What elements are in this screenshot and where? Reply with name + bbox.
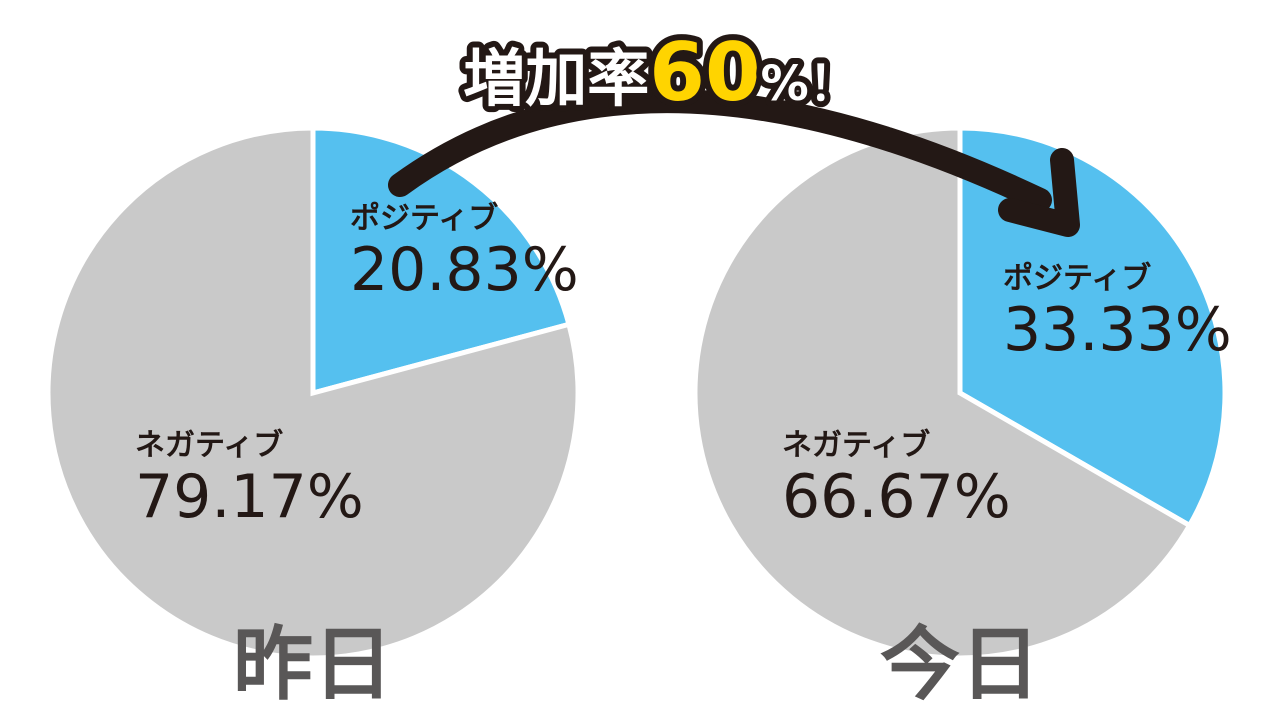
value-label: 33.33% [1003,295,1232,365]
chart-title: 今日 [880,618,1040,711]
annotation: 増加率60%！ [463,26,856,119]
annotation-number: 60 [649,26,760,119]
slice-label: ネガティブ [135,428,283,463]
arrow [388,89,1052,212]
annotation-text: 増加率 [463,42,649,115]
pie-slice [310,125,573,397]
value-label: 66.67% [782,462,1011,532]
slice-label: ネガティブ [782,428,930,463]
pie-slice [692,125,1193,661]
pie-slice [957,125,1228,529]
slice-label: ポジティブ [350,201,498,236]
arrow-head [998,148,1080,237]
chart-title: 昨日 [233,618,393,711]
annotation-text: %！ [761,56,857,112]
value-label: 20.83% [350,235,579,305]
value-label: 79.17% [135,462,364,532]
slice-label: ポジティブ [1003,261,1151,296]
pies: ポジティブ20.83%ネガティブ79.17%昨日ポジティブ33.33%ネガティブ… [45,125,1232,711]
pie-slice [45,125,581,661]
